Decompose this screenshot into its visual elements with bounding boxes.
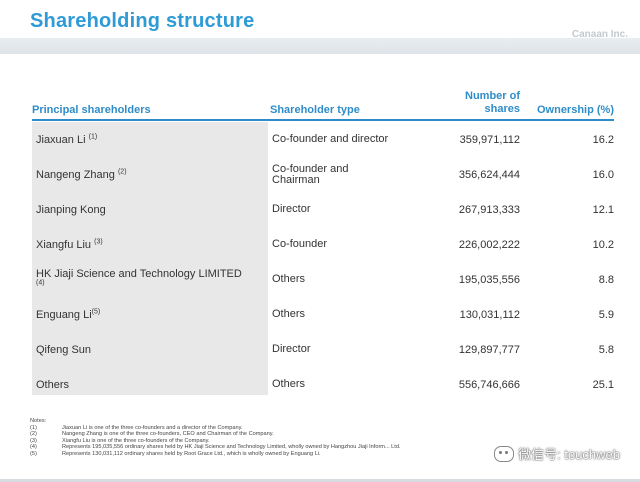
table-row: Qifeng Sun Director 129,897,777 5.8 xyxy=(32,332,614,367)
table-row: Nangeng Zhang (2) Co-founder and Chairma… xyxy=(32,157,614,192)
header-divider xyxy=(32,119,614,121)
shareholder-name: Xiangfu Liu (3) xyxy=(36,237,103,251)
ownership-percent: 5.8 xyxy=(598,343,614,356)
brand-logo: Canaan Inc. xyxy=(571,29,628,40)
ownership-percent: 8.8 xyxy=(598,273,614,286)
shareholder-name: Enguang Li(5) xyxy=(36,307,101,321)
ownership-percent: 16.0 xyxy=(592,168,614,181)
footer-rule xyxy=(0,479,640,482)
footnote: (2) Nangeng Zhang is one of the three co-… xyxy=(30,431,274,437)
footnote: (5) Represents 130,031,112 ordinary share… xyxy=(30,450,321,457)
shareholder-name: Jiaxuan Li (1) xyxy=(36,132,98,146)
ownership-percent: 12.1 xyxy=(592,203,614,216)
shareholder-type: Co-founder and Chairman xyxy=(272,162,349,186)
shareholder-name: Jianping Kong xyxy=(36,203,106,216)
header-principal-shareholders: Principal shareholders xyxy=(32,104,151,116)
shareholder-name: Nangeng Zhang (2) xyxy=(36,167,127,181)
shareholder-type: Others xyxy=(272,378,306,390)
ownership-percent: 25.1 xyxy=(592,378,614,391)
ownership-percent: 16.2 xyxy=(592,133,614,146)
share-count: 129,897,777 xyxy=(458,343,520,356)
share-count: 556,746,666 xyxy=(458,378,520,391)
shareholder-name: Qifeng Sun xyxy=(36,343,92,356)
table-row: Jiaxuan Li (1) Co-founder and director 3… xyxy=(32,122,614,157)
shareholder-type: Co-founder and director xyxy=(272,133,389,145)
share-count: 130,031,112 xyxy=(459,308,520,321)
table-body: Jiaxuan Li (1) Co-founder and director 3… xyxy=(32,122,614,402)
shareholder-name: HK Jiaji Science and Technology LIMITED(… xyxy=(36,267,242,286)
footnotes: Notes: (1) Jiaxuan Li is one of the three… xyxy=(30,418,590,457)
notes-heading: Notes: xyxy=(30,418,47,424)
table-row: Xiangfu Liu (3) Co-founder 226,002,222 1… xyxy=(32,227,614,262)
wechat-icon xyxy=(494,445,515,462)
shareholder-type: Co-founder xyxy=(272,238,328,250)
shareholder-type: Others xyxy=(272,273,306,285)
table-row: HK Jiaji Science and Technology LIMITED(… xyxy=(32,262,614,297)
share-count: 356,624,444 xyxy=(458,168,520,181)
slide-title: Shareholding structure xyxy=(30,10,255,32)
share-count: 195,035,556 xyxy=(458,273,520,286)
share-count: 359,971,112 xyxy=(459,133,520,146)
table-row: Others Others 556,746,666 25.1 xyxy=(32,367,614,402)
share-count: 226,002,222 xyxy=(458,238,520,251)
watermark: 微信号: touchweb xyxy=(494,444,620,463)
shareholder-type: Director xyxy=(272,343,311,355)
shareholder-type: Others xyxy=(272,308,306,320)
name-column-shading xyxy=(32,122,268,395)
table-row: Enguang Li(5) Others 130,031,112 5.9 xyxy=(32,297,614,332)
footnote: (1) Jiaxuan Li is one of the three co-fou… xyxy=(30,424,243,431)
ownership-percent: 5.9 xyxy=(598,308,614,321)
shareholder-name: Others xyxy=(36,378,70,391)
shareholder-type: Director xyxy=(272,203,311,215)
watermark-text: 微信号: touchweb xyxy=(518,447,620,462)
header-number-of-shares: Number of shares xyxy=(465,90,520,115)
title-band xyxy=(0,38,640,54)
share-count: 267,913,333 xyxy=(458,203,520,216)
footnote: (3) Xiangfu Liu is one of the three co-fo… xyxy=(30,437,210,444)
table-row: Jianping Kong Director 267,913,333 12.1 xyxy=(32,192,614,227)
header-ownership: Ownership (%) xyxy=(536,104,614,116)
table-panel: Principal shareholders Shareholder type … xyxy=(16,64,620,404)
header-shareholder-type: Shareholder type xyxy=(270,104,360,116)
ownership-percent: 10.2 xyxy=(592,238,614,251)
footnote: (4) Represents 195,035,556 ordinary share… xyxy=(30,444,401,450)
